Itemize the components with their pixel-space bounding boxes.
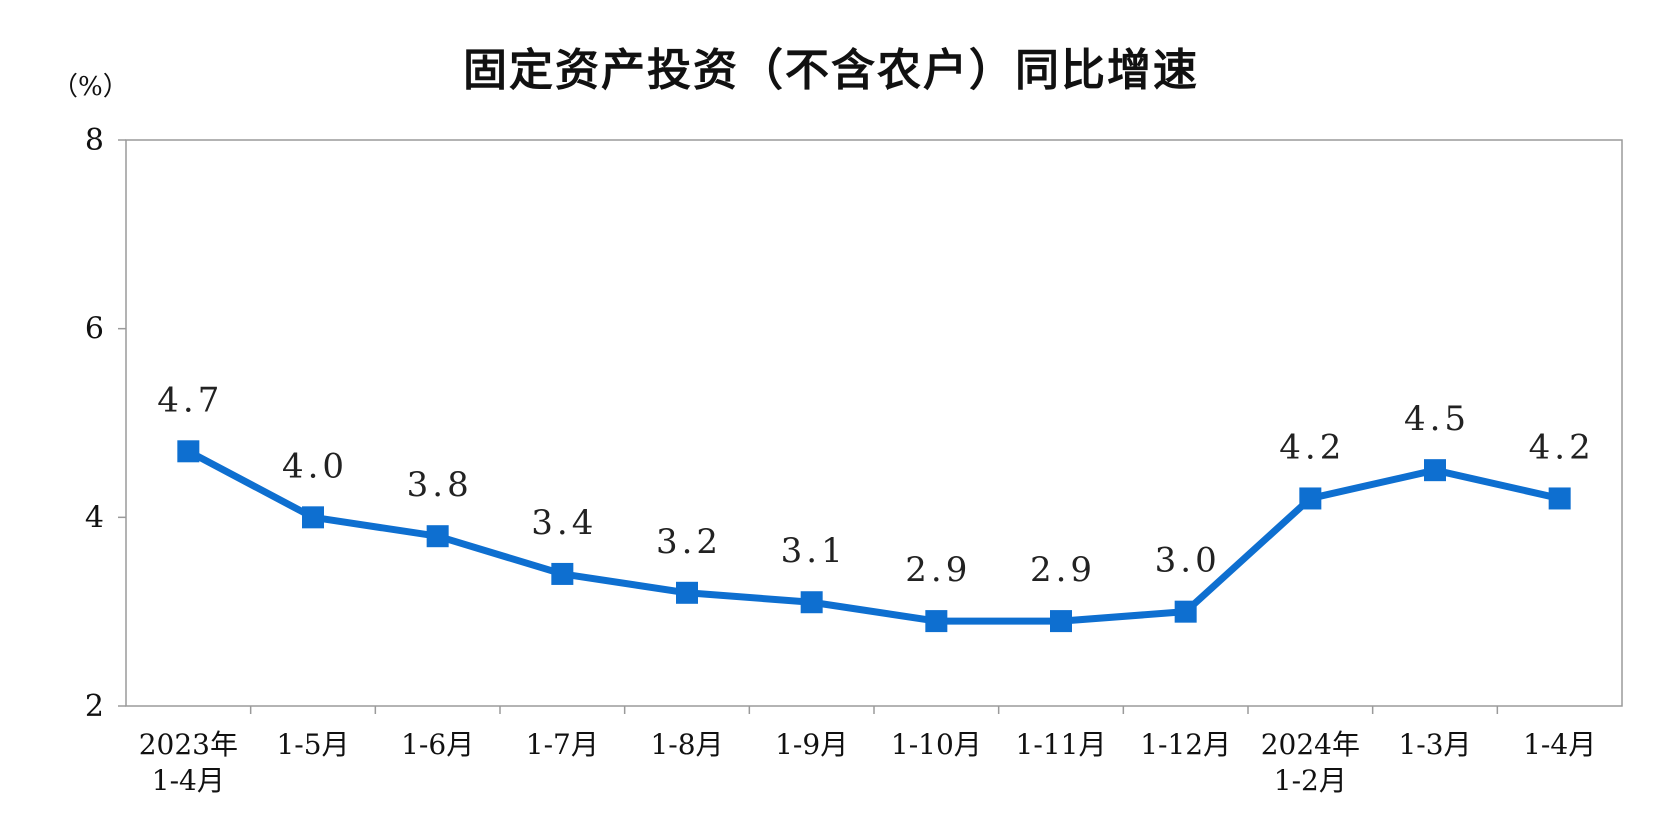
data-label: 3.1 <box>781 531 847 571</box>
x-tick-label: 1-5月 <box>276 728 349 761</box>
x-tick-label: 2024年 1-2月 <box>1261 728 1360 797</box>
series-line <box>186 448 1561 625</box>
data-label: 2.9 <box>1030 550 1096 590</box>
chart-title: 固定资产投资（不含农户）同比增速 <box>463 45 1199 96</box>
x-tick-label: 1-12月 <box>1140 728 1231 761</box>
x-tick-label-line: 1-4月 <box>152 764 225 797</box>
plot-frame <box>125 139 1623 707</box>
data-label: 3.4 <box>531 503 597 543</box>
data-label: 4.2 <box>1279 427 1345 467</box>
x-tick-label-line: 1-8月 <box>650 728 723 761</box>
y-tick-label: 6 <box>85 312 104 347</box>
data-label: 3.8 <box>407 465 473 505</box>
x-tick-label-line: 2023年 <box>139 728 238 761</box>
x-tick-label: 1-4月 <box>1523 728 1596 761</box>
y-axis-unit-label: （%） <box>52 72 129 102</box>
data-point-marker <box>551 562 574 585</box>
data-point-marker <box>1548 487 1571 510</box>
data-point-marker <box>1424 459 1446 482</box>
data-label: 3.2 <box>656 522 722 562</box>
data-point-marker <box>1299 487 1322 510</box>
x-tick-label-line: 2024年 <box>1261 728 1360 761</box>
data-label: 3.0 <box>1155 541 1221 581</box>
series-growth-rate <box>177 440 1571 633</box>
x-tick-label: 2023年 1-4月 <box>139 728 238 797</box>
data-point-marker <box>1050 610 1072 633</box>
x-tick-label-line: 1-7月 <box>526 728 599 761</box>
x-tick-label-line: 1-6月 <box>401 728 474 761</box>
x-tick-label-line: 1-9月 <box>775 728 848 761</box>
x-tick-label-line: 1-2月 <box>1274 764 1347 797</box>
data-label: 4.2 <box>1529 427 1595 467</box>
data-point-marker <box>1174 600 1197 623</box>
data-point-marker <box>676 581 698 604</box>
x-tick-label: 1-6月 <box>401 728 474 761</box>
x-tick-label: 1-3月 <box>1398 728 1471 761</box>
data-point-marker <box>177 440 200 463</box>
data-label: 4.7 <box>157 380 223 420</box>
x-tick-label-line: 1-3月 <box>1398 728 1471 761</box>
x-tick-label: 1-7月 <box>526 728 599 761</box>
x-tick-label: 1-10月 <box>891 728 982 761</box>
x-axis-ticks: 2023年 1-4月1-5月 1-6月 1-7月 1-8月 1-9月 1-10月 1-11月 1… <box>139 728 1597 797</box>
x-tick-label-line: 1-10月 <box>891 728 982 761</box>
y-tick-label: 2 <box>85 689 104 724</box>
x-tick-label: 1-8月 <box>650 728 723 761</box>
x-tick-label-line: 1-4月 <box>1523 728 1596 761</box>
data-point-marker <box>925 610 948 633</box>
x-tick-label-line: 1-11月 <box>1016 728 1107 761</box>
x-tick-label-line: 1-5月 <box>276 728 349 761</box>
y-axis-ticks: 2 4 6 8 <box>85 123 126 724</box>
data-labels: 4.7 4.0 3.8 3.4 3.2 3.1 2.9 2.9 3.0 4.2 4.5 4.2 <box>157 380 1595 590</box>
x-tick-label: 1-11月 <box>1016 728 1107 761</box>
data-point-marker <box>426 525 449 548</box>
y-tick-label: 8 <box>85 123 104 158</box>
x-tick-label-line: 1-12月 <box>1140 728 1231 761</box>
chart-axes <box>125 139 1623 714</box>
data-point-marker <box>302 506 324 529</box>
y-tick-label: 4 <box>85 500 104 535</box>
data-label: 4.0 <box>282 446 348 486</box>
data-label: 4.5 <box>1404 399 1470 439</box>
data-point-marker <box>800 591 823 614</box>
data-label: 2.9 <box>905 550 971 590</box>
x-tick-label: 1-9月 <box>775 728 848 761</box>
